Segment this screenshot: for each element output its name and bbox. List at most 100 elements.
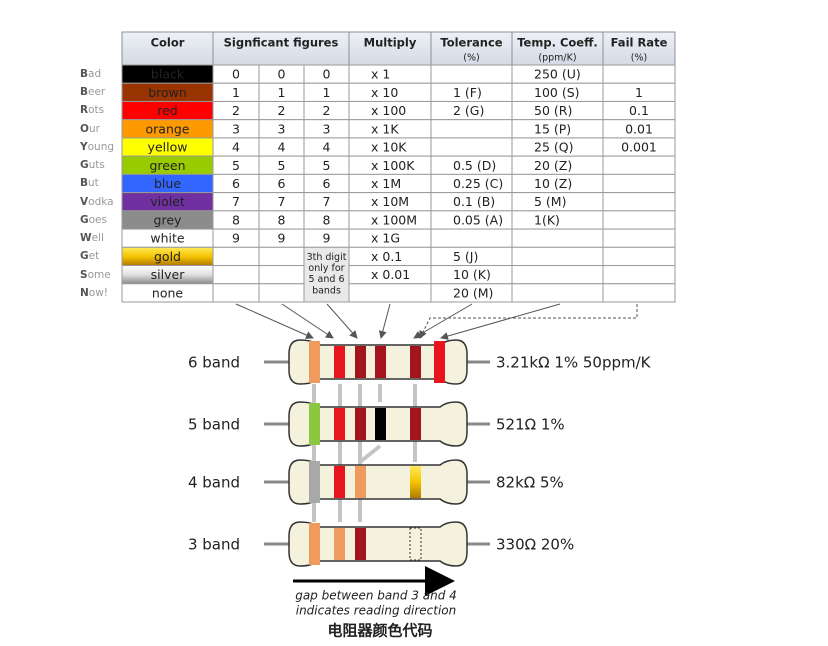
band <box>309 523 320 565</box>
header-cell <box>212 31 350 66</box>
band <box>309 341 320 383</box>
resistor <box>264 521 490 567</box>
temp: 10 (Z) <box>534 176 572 191</box>
mnemonic: Our <box>80 122 100 135</box>
temp: 1(K) <box>534 212 560 227</box>
digit: 4 <box>232 140 240 155</box>
cell <box>602 155 676 175</box>
cell <box>258 283 305 303</box>
cell <box>212 283 260 303</box>
cell <box>511 228 604 248</box>
digit: 2 <box>278 103 286 118</box>
digit: 2 <box>323 103 331 118</box>
digit: 5 <box>278 158 286 173</box>
cell <box>511 246 604 267</box>
band <box>309 403 320 445</box>
temp: 5 (M) <box>534 194 566 209</box>
band <box>334 346 345 378</box>
mnemonic: Vodka <box>80 195 114 208</box>
multiply: x 0.1 <box>371 249 402 264</box>
cell <box>348 283 432 303</box>
multiply: x 1 <box>371 67 390 82</box>
digit: 3 <box>232 121 240 136</box>
fail-rate: 1 <box>635 85 643 100</box>
digit: 5 <box>323 158 331 173</box>
header-label: Fail Rate <box>611 36 668 50</box>
title: 电阻器颜色代码 <box>327 622 432 640</box>
cell <box>602 64 676 84</box>
digit: 9 <box>232 231 240 246</box>
digit: 6 <box>278 176 286 191</box>
color-name: black <box>151 67 185 82</box>
multiply: x 1K <box>371 121 399 136</box>
cell <box>602 228 676 248</box>
band <box>410 346 421 378</box>
color-name: gold <box>154 249 181 264</box>
digit: 4 <box>278 140 286 155</box>
tolerance: 0.5 (D) <box>453 158 496 173</box>
multiply: x 10 <box>371 85 398 100</box>
multiply: x 100 <box>371 103 406 118</box>
digit: 9 <box>323 231 331 246</box>
digit: 8 <box>232 212 240 227</box>
digit: 1 <box>232 85 240 100</box>
cell <box>430 119 513 139</box>
resistor-value: 521Ω 1% <box>496 416 565 434</box>
cell <box>430 228 513 248</box>
cell <box>212 246 260 267</box>
cell <box>602 246 676 267</box>
header-label: Tolerance <box>440 36 502 50</box>
note-line: only for <box>308 263 344 274</box>
digit: 6 <box>323 176 331 191</box>
mnemonic: Beer <box>80 86 106 99</box>
digit: 0 <box>232 67 240 82</box>
caption: indicates reading direction <box>296 604 457 618</box>
mnemonic: Rots <box>80 104 105 117</box>
cell <box>258 265 305 285</box>
color-name: violet <box>150 194 185 209</box>
digit: 1 <box>278 85 286 100</box>
cell <box>511 283 604 303</box>
cell <box>430 137 513 157</box>
caption: gap between band 3 and 4 <box>295 589 457 603</box>
mnemonic: Get <box>80 250 100 263</box>
tolerance: 0.1 (B) <box>453 194 495 209</box>
header-unit: (ppm/K) <box>538 53 576 64</box>
band-label: 5 band <box>188 416 240 434</box>
tolerance: 20 (M) <box>453 285 493 300</box>
band <box>410 408 421 440</box>
multiply: x 1G <box>371 231 400 246</box>
multiply: x 1M <box>371 176 401 191</box>
header-unit: (%) <box>463 53 479 64</box>
color-name: silver <box>151 267 186 282</box>
temp: 250 (U) <box>534 67 581 82</box>
multiply: x 10K <box>371 140 407 155</box>
resistor-value: 82kΩ 5% <box>496 474 564 492</box>
multiply: x 100M <box>371 212 417 227</box>
band <box>410 466 421 498</box>
resistor-value: 330Ω 20% <box>496 536 574 554</box>
temp: 20 (Z) <box>534 158 572 173</box>
band-label: 3 band <box>188 536 240 554</box>
fail-rate: 0.01 <box>625 121 653 136</box>
digit: 8 <box>323 212 331 227</box>
color-name: green <box>149 158 185 173</box>
band <box>375 346 386 378</box>
tolerance: 0.25 (C) <box>453 176 503 191</box>
empty-band <box>409 527 422 561</box>
note-line: 3th digit <box>307 252 347 263</box>
header-cell <box>602 31 676 66</box>
color-name: red <box>157 103 178 118</box>
tolerance: 2 (G) <box>453 103 484 118</box>
digit: 7 <box>323 194 331 209</box>
digit: 9 <box>278 231 286 246</box>
band <box>355 466 366 498</box>
mnemonic: Bad <box>80 68 102 80</box>
band <box>334 466 345 498</box>
tolerance: 0.05 (A) <box>453 212 503 227</box>
mnemonic: Guts <box>80 159 105 172</box>
tolerance: 5 (J) <box>453 249 478 264</box>
digit: 4 <box>323 140 331 155</box>
